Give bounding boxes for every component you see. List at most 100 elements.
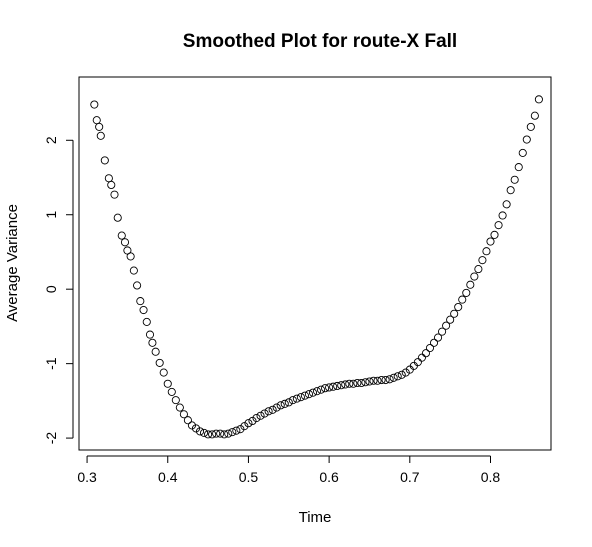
data-point	[264, 407, 273, 416]
data-point	[248, 416, 257, 426]
data-point	[361, 378, 370, 387]
data-point	[208, 430, 217, 439]
plot-frame	[78, 76, 552, 451]
data-point	[486, 237, 495, 246]
data-point	[462, 288, 471, 297]
chart-title: Smoothed Plot for route-X Fall	[183, 31, 457, 52]
data-point	[224, 429, 233, 438]
data-point	[183, 416, 192, 425]
data-point	[353, 378, 362, 388]
data-point	[113, 213, 122, 222]
x-tick-label: 0.8	[481, 469, 501, 485]
data-point	[470, 272, 479, 281]
y-axis: -2 -1 0 1 2	[43, 136, 74, 445]
data-point	[142, 317, 151, 326]
data-point	[129, 266, 138, 275]
data-point	[526, 122, 535, 131]
x-tick-label: 0.4	[158, 469, 178, 485]
data-point	[110, 190, 119, 199]
data-point	[321, 384, 330, 393]
data-point	[325, 383, 334, 392]
data-point	[90, 100, 99, 109]
data-point	[228, 428, 237, 437]
data-point	[216, 429, 225, 438]
data-point	[256, 411, 265, 420]
x-axis-label: Time	[299, 509, 332, 526]
x-tick-label: 0.6	[319, 469, 339, 485]
data-point	[450, 309, 459, 318]
data-point	[126, 252, 135, 261]
data-point	[133, 281, 142, 290]
data-point	[401, 368, 410, 377]
data-point	[357, 378, 366, 388]
data-point	[220, 430, 229, 439]
data-point	[167, 387, 176, 396]
data-point	[316, 385, 326, 394]
y-tick-label: 0	[43, 285, 59, 293]
data-point	[341, 380, 350, 389]
data-point	[179, 410, 188, 419]
data-point	[389, 373, 398, 382]
data-point	[397, 370, 406, 379]
y-tick-label: -2	[43, 432, 59, 445]
data-point	[498, 211, 507, 220]
data-point	[139, 305, 148, 315]
x-tick-label: 0.3	[77, 469, 97, 485]
data-point	[236, 425, 245, 434]
data-point	[163, 379, 172, 388]
data-point	[292, 394, 301, 403]
data-point	[296, 393, 305, 402]
data-point	[136, 297, 145, 306]
data-point	[151, 347, 160, 356]
data-point	[510, 175, 519, 184]
data-point	[95, 122, 104, 131]
data-point	[96, 131, 105, 140]
data-point	[474, 265, 483, 274]
data-point	[433, 333, 443, 342]
x-tick-label: 0.5	[239, 469, 259, 485]
data-point	[252, 413, 261, 423]
data-point	[280, 399, 289, 408]
data-point	[421, 349, 430, 358]
data-point	[284, 398, 293, 407]
data-point	[373, 376, 382, 385]
data-point	[337, 381, 346, 390]
data-point	[244, 419, 253, 428]
data-point	[506, 186, 515, 195]
data-point	[187, 421, 197, 430]
data-point	[195, 427, 205, 436]
data-point	[100, 156, 109, 165]
data-point	[155, 358, 164, 367]
data-point	[308, 388, 318, 397]
data-point	[312, 387, 322, 396]
data-point	[260, 409, 269, 418]
data-point	[191, 424, 201, 433]
data-point	[446, 315, 455, 324]
data-point	[482, 247, 491, 256]
data-point	[120, 238, 130, 247]
data-point	[304, 390, 314, 399]
data-point	[369, 376, 378, 385]
data-point	[393, 372, 402, 381]
data-point	[288, 396, 297, 405]
y-tick-label: 2	[43, 136, 59, 144]
data-point	[454, 302, 463, 312]
data-point	[300, 391, 309, 400]
data-point	[377, 375, 386, 385]
data-point	[438, 327, 447, 336]
data-point	[381, 375, 390, 385]
data-point	[466, 280, 475, 289]
data-point	[458, 295, 467, 304]
y-tick-label: 1	[43, 211, 59, 219]
data-point	[345, 379, 354, 388]
data-point	[522, 135, 531, 144]
data-point	[148, 338, 157, 347]
data-point	[333, 381, 342, 391]
y-axis-label: Average Variance	[4, 204, 21, 322]
data-point	[365, 377, 374, 386]
data-point	[329, 382, 338, 391]
data-point	[478, 256, 487, 265]
data-point	[92, 116, 101, 125]
data-point	[534, 95, 543, 104]
